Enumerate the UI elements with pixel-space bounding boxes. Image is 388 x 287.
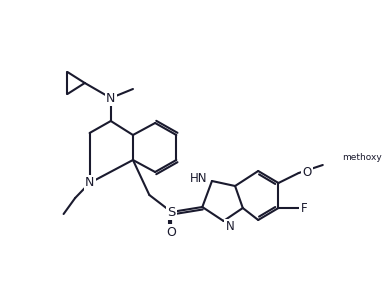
Text: methoxy: methoxy (342, 154, 382, 162)
Text: N: N (85, 177, 94, 189)
Text: F: F (301, 201, 307, 214)
Text: N: N (106, 92, 116, 104)
Text: S: S (167, 205, 176, 218)
Text: HN: HN (190, 172, 207, 185)
Text: O: O (303, 166, 312, 179)
Text: O: O (166, 226, 177, 238)
Text: N: N (225, 220, 234, 234)
